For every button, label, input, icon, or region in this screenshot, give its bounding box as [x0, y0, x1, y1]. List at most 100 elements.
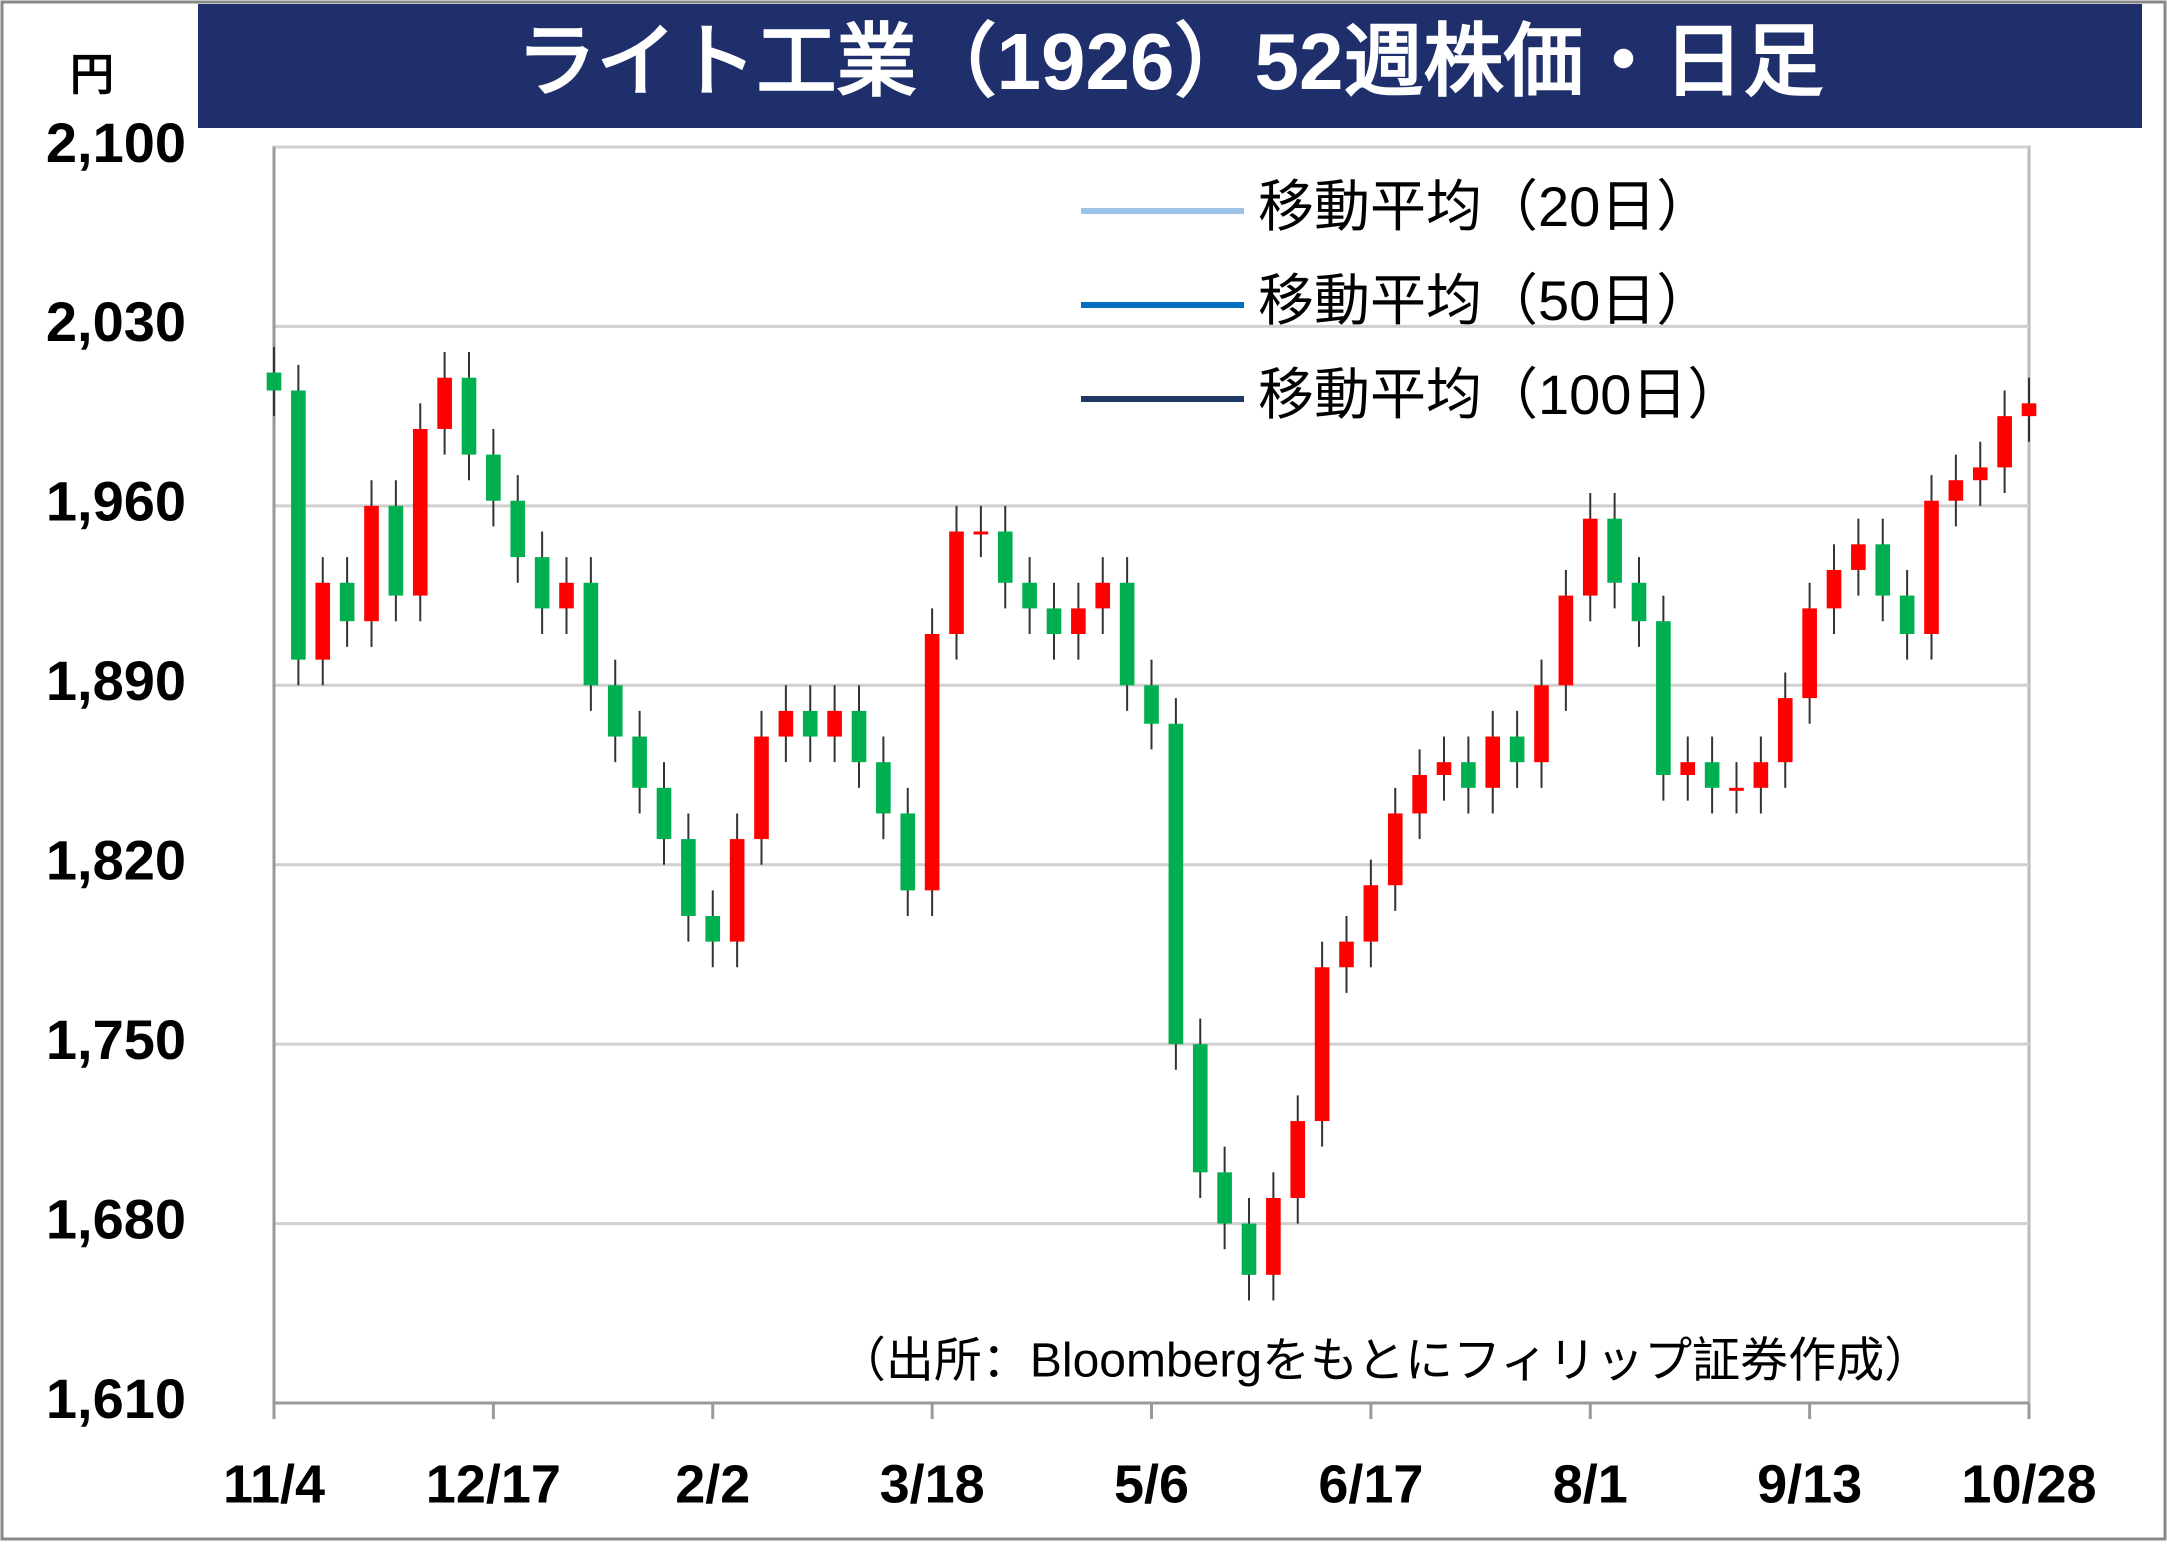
chart-title: ライト工業（1926）52週株価・日足	[517, 17, 1824, 106]
candle-body	[1704, 762, 1720, 788]
x-tick-label: 12/17	[426, 1454, 561, 1514]
candle-body	[705, 915, 721, 942]
x-tick-label: 8/1	[1553, 1454, 1628, 1514]
candle-body	[1777, 698, 1793, 763]
candle-body	[1387, 813, 1403, 886]
y-unit: 円	[70, 51, 114, 100]
candle-body	[1071, 608, 1086, 635]
candle-body	[851, 710, 867, 763]
y-tick-label: 1,820	[46, 829, 186, 892]
candle-body	[997, 531, 1013, 583]
candle-body	[1875, 544, 1891, 596]
y-tick-label: 1,610	[46, 1367, 186, 1430]
x-tick-label: 10/28	[1961, 1454, 2096, 1514]
x-tick-label: 6/17	[1318, 1454, 1423, 1514]
candle-body	[364, 505, 379, 622]
candle-body	[1924, 500, 1939, 635]
candle-body	[1972, 467, 1988, 481]
candle-body	[1899, 595, 1915, 635]
y-tick-label: 1,750	[46, 1008, 186, 1071]
title-bar	[198, 4, 2142, 128]
y-tick-label: 1,960	[46, 470, 186, 533]
candle-body	[632, 736, 647, 788]
candle-body	[681, 839, 696, 916]
candle-body	[486, 454, 501, 501]
candle-body	[412, 428, 428, 596]
legend-label: 移動平均（100日）	[1258, 363, 1743, 426]
candle-body	[729, 839, 745, 942]
candle-body	[315, 582, 331, 660]
candle-body	[1680, 762, 1696, 775]
y-tick-label: 2,100	[46, 111, 186, 174]
candle-body	[2021, 403, 2037, 417]
candle-body	[534, 557, 550, 609]
candle-body	[1656, 621, 1671, 775]
candle-body	[1095, 582, 1111, 609]
candle-body	[1217, 1172, 1232, 1224]
candle-body	[1509, 736, 1525, 763]
candle-body	[1290, 1121, 1306, 1198]
candle-body	[1582, 518, 1598, 596]
candle-body	[924, 634, 940, 891]
x-tick-label: 2/2	[675, 1454, 750, 1514]
candle-body	[876, 762, 891, 814]
candle-body	[559, 582, 574, 609]
y-tick-label: 2,030	[46, 290, 186, 353]
candle-body	[754, 736, 769, 840]
candle-body	[656, 787, 672, 840]
candle-body	[1826, 569, 1842, 609]
candle-body	[1168, 723, 1184, 1045]
candle-body	[291, 390, 306, 660]
legend-label: 移動平均（50日）	[1258, 269, 1712, 332]
candle-body	[778, 710, 794, 737]
candle-body	[1192, 1044, 1208, 1173]
candle-body	[1046, 608, 1062, 635]
candle-body	[1851, 544, 1866, 570]
legend-label: 移動平均（20日）	[1258, 175, 1712, 238]
y-tick-label: 1,890	[46, 649, 186, 712]
candle-body	[1436, 762, 1452, 775]
candle-body	[949, 531, 964, 635]
x-tick-label: 5/6	[1114, 1454, 1189, 1514]
candle-body	[461, 377, 477, 455]
candle-body	[1485, 736, 1501, 788]
candle-body	[1339, 941, 1354, 968]
x-tick-label: 3/18	[880, 1454, 985, 1514]
candle-body	[1119, 582, 1135, 686]
x-tick-label: 9/13	[1757, 1454, 1862, 1514]
candle-body	[1607, 518, 1622, 583]
candle-body	[827, 710, 842, 737]
candle-body	[1631, 582, 1647, 622]
candle-body	[1558, 595, 1574, 686]
candle-body	[607, 685, 623, 737]
candle-body	[1241, 1223, 1257, 1275]
candle-body	[1363, 885, 1379, 942]
candle-body	[266, 372, 282, 391]
candle-body	[339, 582, 355, 622]
candle-body	[510, 500, 526, 558]
candle-body	[1144, 685, 1159, 724]
candle-body	[900, 813, 916, 891]
candle-body	[1461, 762, 1476, 788]
candle-body	[1534, 685, 1549, 763]
candle-body	[1314, 967, 1330, 1122]
candle-body	[583, 582, 599, 686]
x-tick-label: 11/4	[223, 1454, 325, 1514]
candle-body	[802, 710, 818, 737]
candle-body	[1022, 582, 1037, 609]
candle-body	[1266, 1197, 1281, 1275]
candle-body	[437, 377, 452, 429]
y-tick-label: 1,680	[46, 1187, 186, 1250]
candle-body	[1753, 762, 1769, 788]
candle-body	[1729, 787, 1744, 791]
candle-body	[388, 505, 404, 596]
candle-body	[1412, 775, 1427, 814]
candle-body	[1997, 416, 2012, 468]
source-note: （出所：Bloombergをもとにフィリップ証券作成）	[838, 1335, 1932, 1388]
candle-body	[1948, 480, 1964, 501]
candle-body	[973, 531, 989, 535]
candle-body	[1802, 608, 1817, 699]
